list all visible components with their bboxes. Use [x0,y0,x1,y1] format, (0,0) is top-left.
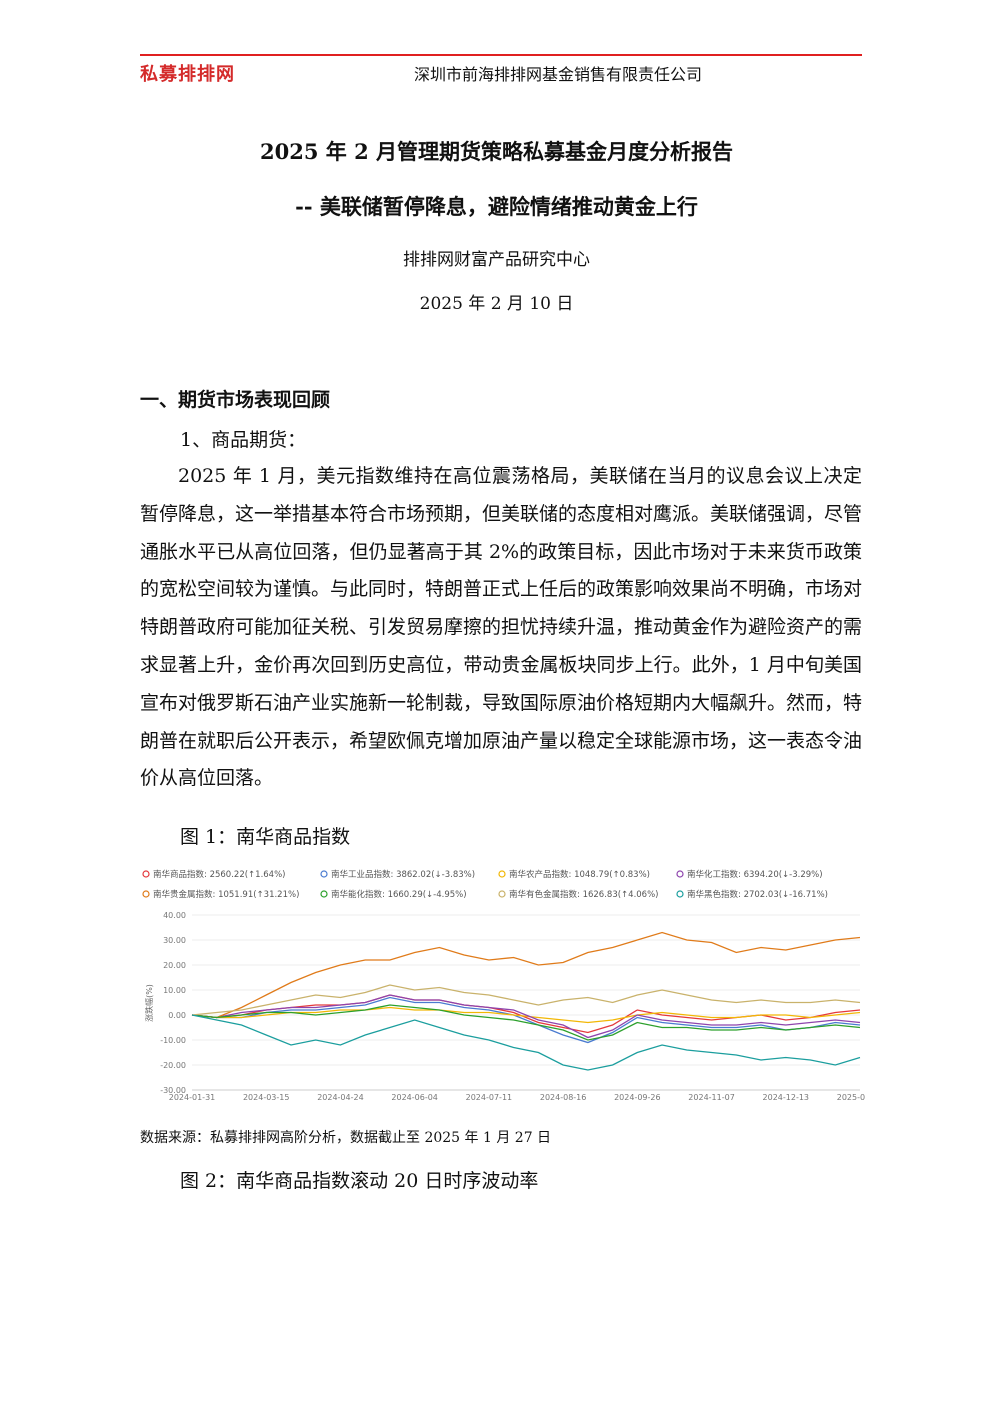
legend-marker [676,870,684,878]
legend-marker [498,870,506,878]
x-tick-label: 2024-03-15 [243,1093,290,1102]
series-line [191,994,861,1039]
date: 2025 年 2 月 10 日 [419,294,574,314]
legend-marker [498,890,506,898]
legend-entry: 南华能化指数: 1660.29(↓-4.95%) [331,889,467,900]
y-tick-label: 30.00 [163,936,186,945]
y-tick-label: -10.00 [160,1036,186,1045]
legend-summary: : 2702.03(↓-16.71%) [738,890,828,900]
legend-marker [320,870,328,878]
figure-caption: 图 1：南华商品指数 [180,826,351,848]
title: 2025 年 2 月管理期货策略私募基金月度分析报告 [260,139,733,164]
legend-summary: : 1660.29(↓-4.95%) [382,890,467,900]
legend-entry: 南华商品指数: 2560.22(↑1.64%) [153,869,286,880]
x-tick-label: 2024-12-13 [763,1093,810,1102]
series-line [191,984,861,1016]
y-tick-label: -20.00 [160,1061,186,1070]
legend-name: 南华农产品指数 [509,869,569,880]
y-tick-label: 20.00 [163,961,186,970]
x-tick-label: 2024-09-26 [614,1093,661,1102]
x-tick-label: 2024-06-04 [391,1093,438,1102]
chart: 涨跌幅(%) -30.00 -20.00 -10.00 0.00 10.00 20.00 3… [142,869,865,1102]
legend-name: 南华化工指数 [687,869,739,880]
legend-marker [142,890,150,898]
x-tick-label: 2025-01-27 [837,1093,865,1102]
legend-entry: 南华有色金属指数: 1626.83(↑4.06%) [509,889,659,900]
legend-name: 南华工业品指数 [331,869,391,880]
legend-summary: : 1626.83(↑4.06%) [577,890,658,900]
y-tick-label: -30.00 [160,1086,186,1095]
subsection-heading: 1、商品期货： [180,429,307,451]
x-tick-label: 2024-11-07 [688,1093,735,1102]
series-line [191,931,861,1019]
x-tick-label: 2024-04-24 [317,1093,364,1102]
logo: 私募排排网 [140,64,235,85]
legend-summary: : 2560.22(↑1.64%) [204,870,285,880]
legend-entry: 南华贵金属指数: 1051.91(↑31.21%) [153,889,299,900]
legend-entry: 南华农产品指数: 1048.79(↑0.83%) [509,869,650,880]
series-line [191,1004,861,1041]
legend-name: 南华能化指数 [331,889,383,900]
legend-entry: 南华工业品指数: 3862.02(↓-3.83%) [331,869,475,880]
x-tick-label: 2024-08-16 [540,1093,587,1102]
subtitle: -- 美联储暂停降息，避险情绪推动黄金上行 [295,194,698,219]
legend-name: 南华贵金属指数 [153,889,213,900]
legend-name: 南华有色金属指数 [509,889,578,900]
header-rule [140,54,862,56]
series-line [191,1006,861,1024]
x-tick-label: 2024-07-11 [466,1093,513,1102]
series-line [191,1014,861,1071]
y-tick-label: 10.00 [163,986,186,995]
legend-name: 南华黑色指数 [687,889,739,900]
author: 排排网财富产品研究中心 [403,250,590,270]
series-line [191,996,861,1044]
section-heading: 一、期货市场表现回顾 [140,389,331,411]
paragraph: 2025 年 1 月，美元指数维持在高位震荡格局，美联储在当月的议息会议上决定暂… [140,465,863,790]
legend-marker [320,890,328,898]
y-tick-label: 40.00 [163,911,186,920]
legend-marker [142,870,150,878]
y-tick-label: 0.00 [168,1011,186,1020]
legend-entry: 南华化工指数: 6394.20(↓-3.29%) [687,869,823,880]
legend-name: 南华商品指数 [153,869,205,880]
legend-summary: : 1051.91(↑31.21%) [213,890,300,900]
legend-summary: : 6394.20(↓-3.29%) [738,870,823,880]
legend-entry: 南华黑色指数: 2702.03(↓-16.71%) [687,889,828,900]
figure-caption: 图 2：南华商品指数滚动 20 日时序波动率 [180,1170,539,1192]
legend-summary: : 1048.79(↑0.83%) [569,870,650,880]
company: 深圳市前海排排网基金销售有限责任公司 [414,65,703,84]
y-axis-title: 涨跌幅(%) [144,984,154,1022]
legend-marker [676,890,684,898]
source: 数据来源：私募排排网高阶分析，数据截止至 2025 年 1 月 27 日 [140,1130,552,1146]
legend-summary: : 3862.02(↓-3.83%) [391,870,476,880]
x-tick-label: 2024-01-31 [169,1093,216,1102]
